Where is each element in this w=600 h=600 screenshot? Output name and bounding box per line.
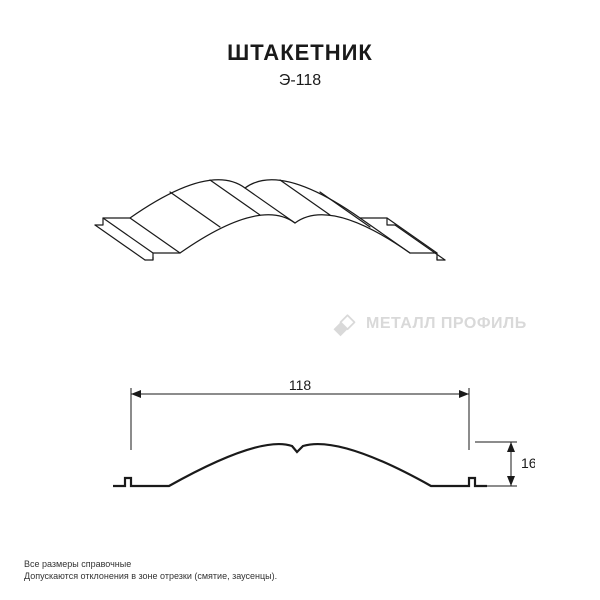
title-block: ШТАКЕТНИК Э-118	[0, 0, 600, 90]
footnotes: Все размеры справочные Допускаются откло…	[24, 558, 277, 582]
watermark: МЕТАЛЛ ПРОФИЛЬ	[330, 310, 527, 338]
watermark-text: МЕТАЛЛ ПРОФИЛЬ	[366, 315, 527, 333]
product-code: Э-118	[0, 72, 600, 90]
footnote-line-2: Допускаются отклонения в зоне отрезки (с…	[24, 570, 277, 582]
height-dim-label: 16	[521, 455, 535, 471]
width-dim-label: 118	[289, 380, 312, 393]
isometric-svg	[90, 105, 510, 275]
section-svg: 118 16	[65, 380, 535, 510]
section-drawing: 118 16	[65, 380, 535, 515]
isometric-drawing	[90, 105, 510, 280]
product-title: ШТАКЕТНИК	[0, 40, 600, 66]
watermark-logo-icon	[330, 310, 358, 338]
footnote-line-1: Все размеры справочные	[24, 558, 277, 570]
